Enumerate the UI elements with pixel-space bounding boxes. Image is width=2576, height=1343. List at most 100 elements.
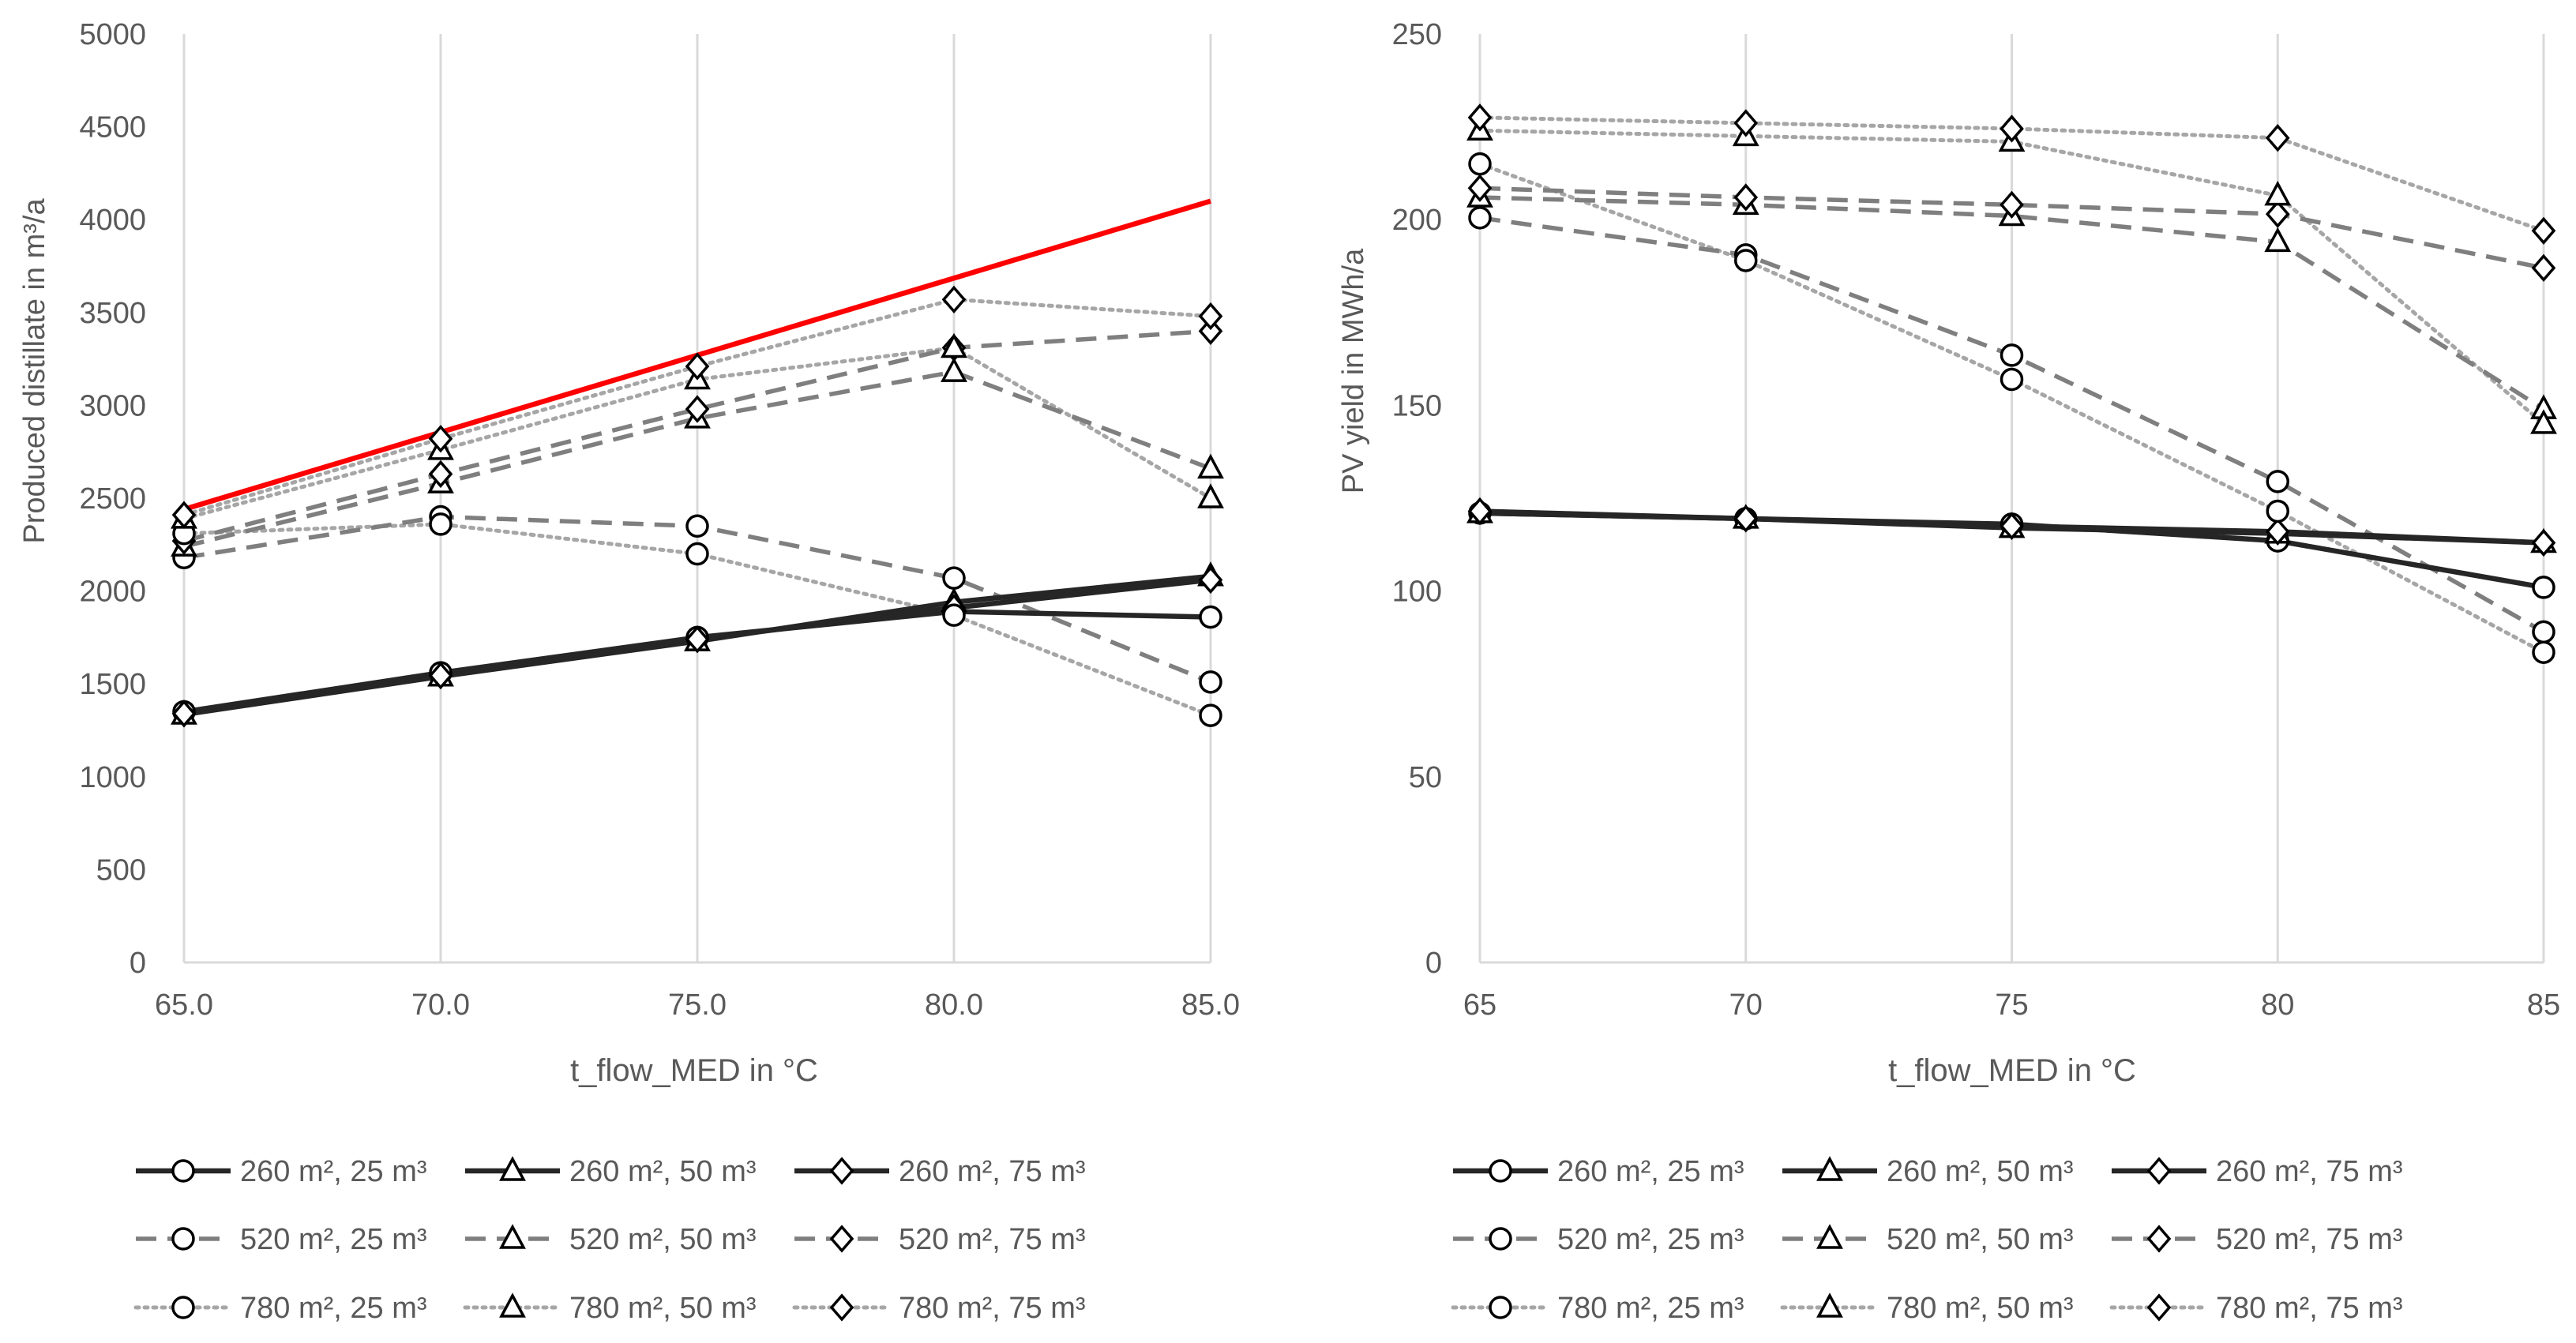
distillate-data-point xyxy=(685,625,710,654)
pv-yield-data-point xyxy=(2530,409,2557,434)
pv-yield-data-point xyxy=(2265,200,2290,228)
distillate-legend-label: 260 m², 25 m³ xyxy=(240,1155,427,1188)
pv-yield-y-tick-label: 100 xyxy=(1392,576,1442,609)
distillate-y-tick-label: 1000 xyxy=(79,761,146,794)
distillate-data-point xyxy=(1199,605,1222,629)
pv-yield-data-point xyxy=(2000,114,2024,143)
distillate-legend-marker xyxy=(499,1156,526,1181)
distillate-data-point xyxy=(1198,302,1223,331)
pv-yield-legend-marker xyxy=(1816,1156,1843,1181)
distillate-data-point xyxy=(1197,483,1224,508)
distillate-y-tick-label: 3000 xyxy=(79,389,146,422)
pv-yield-series-line xyxy=(1479,186,2544,271)
distillate-legend-label: 260 m², 50 m³ xyxy=(569,1155,757,1188)
pv-yield-data-point xyxy=(1467,103,1493,132)
distillate-data-point xyxy=(1199,703,1222,727)
pv-yield-data-point xyxy=(2000,343,2024,367)
distillate-legend-label: 780 m², 50 m³ xyxy=(569,1292,757,1325)
pv-yield-data-point xyxy=(2531,253,2556,283)
pv-yield-legend-label: 780 m², 75 m³ xyxy=(2216,1292,2403,1325)
distillate-y-tick-label: 500 xyxy=(96,853,146,887)
pv-yield-x-tick-label: 80 xyxy=(2261,988,2294,1022)
distillate-data-point xyxy=(429,512,452,536)
pv-yield-data-point xyxy=(1733,183,1759,212)
distillate-y-tick-label: 2000 xyxy=(79,576,146,609)
distillate-y-tick-label: 4500 xyxy=(79,111,146,144)
distillate-data-point xyxy=(685,395,710,423)
pv-yield-legend-marker xyxy=(2146,1225,2172,1253)
distillate-y-tick-label: 1500 xyxy=(79,668,146,701)
pv-yield-series-line xyxy=(1479,195,2545,411)
pv-yield-chart: PV yield in MWh/a t_flow_MED in °C 65 70 7… xyxy=(1337,18,2560,1325)
distillate-data-point xyxy=(685,542,709,566)
distillate-y-tick-label: 3500 xyxy=(79,297,146,330)
pv-yield-legend-label: 260 m², 50 m³ xyxy=(1887,1155,2074,1188)
pv-yield-legend-label: 260 m², 75 m³ xyxy=(2216,1155,2403,1188)
distillate-legend-marker xyxy=(829,1293,854,1322)
pv-yield-data-point xyxy=(2532,640,2555,664)
distillate-data-point xyxy=(685,352,710,381)
distillate-legend-label: 520 m², 50 m³ xyxy=(569,1223,757,1256)
distillate-data-point xyxy=(685,514,709,538)
distillate-data-point xyxy=(1198,565,1223,595)
distillate-legend-marker xyxy=(171,1227,195,1251)
distillate-x-tick-label: 75.0 xyxy=(668,988,727,1022)
distillate-data-point xyxy=(942,603,966,627)
distillate-data-point xyxy=(1197,453,1224,479)
distillate-legend-label: 780 m², 25 m³ xyxy=(240,1292,427,1325)
pv-yield-y-tick-label: 0 xyxy=(1425,947,1442,980)
distillate-data-point xyxy=(941,357,967,382)
distillate-data-point xyxy=(171,501,197,529)
distillate-series-line xyxy=(183,328,1211,543)
distillate-data-point xyxy=(941,332,967,358)
distillate-data-point xyxy=(428,460,453,489)
pv-yield-data-point xyxy=(1468,206,1492,230)
distillate-legend-label: 780 m², 75 m³ xyxy=(899,1292,1086,1325)
distillate-y-tick-label: 5000 xyxy=(79,18,146,51)
pv-yield-data-point xyxy=(2265,124,2290,152)
pv-yield-data-point xyxy=(2266,499,2289,523)
pv-yield-data-point xyxy=(2532,576,2555,599)
pv-yield-legend-label: 520 m², 50 m³ xyxy=(1887,1223,2074,1256)
distillate-data-point xyxy=(942,566,966,590)
pv-yield-legend-label: 260 m², 25 m³ xyxy=(1557,1155,1744,1188)
distillate-y-tick-label: 0 xyxy=(130,947,146,980)
distillate-legend-marker xyxy=(171,1159,195,1183)
pv-yield-x-axis-label: t_flow_MED in °C xyxy=(1888,1053,2136,1088)
distillate-data-point xyxy=(1199,670,1222,694)
pv-yield-x-tick-label: 70 xyxy=(1729,988,1763,1022)
distillate-series-line xyxy=(183,370,1211,549)
pv-yield-y-axis-label: PV yield in MWh/a xyxy=(1337,248,1370,493)
distillate-legend-marker xyxy=(171,1296,195,1319)
pv-yield-data-point xyxy=(1467,497,1493,526)
pv-yield-y-tick-label: 150 xyxy=(1392,389,1442,422)
distillate-legend-label: 520 m², 75 m³ xyxy=(899,1223,1086,1256)
pv-yield-legend-marker xyxy=(1816,1224,1843,1249)
pv-yield-legend-marker xyxy=(1489,1159,1512,1183)
pv-yield-legend-marker xyxy=(1489,1296,1512,1319)
distillate-legend-marker xyxy=(829,1225,854,1253)
distillate-y-axis-label: Produced distillate in m³/a xyxy=(18,198,51,544)
distillate-x-tick-label: 80.0 xyxy=(925,988,983,1022)
pv-yield-legend-label: 520 m², 75 m³ xyxy=(2216,1223,2403,1256)
pv-yield-legend-marker xyxy=(2146,1157,2172,1185)
pv-yield-data-point xyxy=(1733,109,1759,137)
pv-yield-y-tick-label: 200 xyxy=(1392,204,1442,237)
pv-yield-data-point xyxy=(1733,505,1759,533)
pv-yield-legend-label: 780 m², 25 m³ xyxy=(1557,1292,1744,1325)
pv-yield-data-point xyxy=(2000,512,2024,540)
pv-yield-y-tick-label: 50 xyxy=(1409,761,1442,794)
pv-yield-x-tick-label: 75 xyxy=(1995,988,2028,1022)
pv-yield-legend-label: 520 m², 25 m³ xyxy=(1557,1223,1744,1256)
pv-yield-data-point xyxy=(1467,174,1493,202)
distillate-x-axis-label: t_flow_MED in °C xyxy=(570,1053,818,1088)
pv-yield-data-point xyxy=(1734,249,1758,272)
distillate-legend-marker xyxy=(499,1292,526,1318)
distillate-x-tick-label: 85.0 xyxy=(1181,988,1240,1022)
distillate-chart: Produced distillate in m³/a t_flow_MED i… xyxy=(18,18,1240,1325)
distillate-data-point xyxy=(428,425,453,453)
pv-yield-data-point xyxy=(2531,528,2556,557)
pv-yield-x-tick-label: 65 xyxy=(1463,988,1496,1022)
